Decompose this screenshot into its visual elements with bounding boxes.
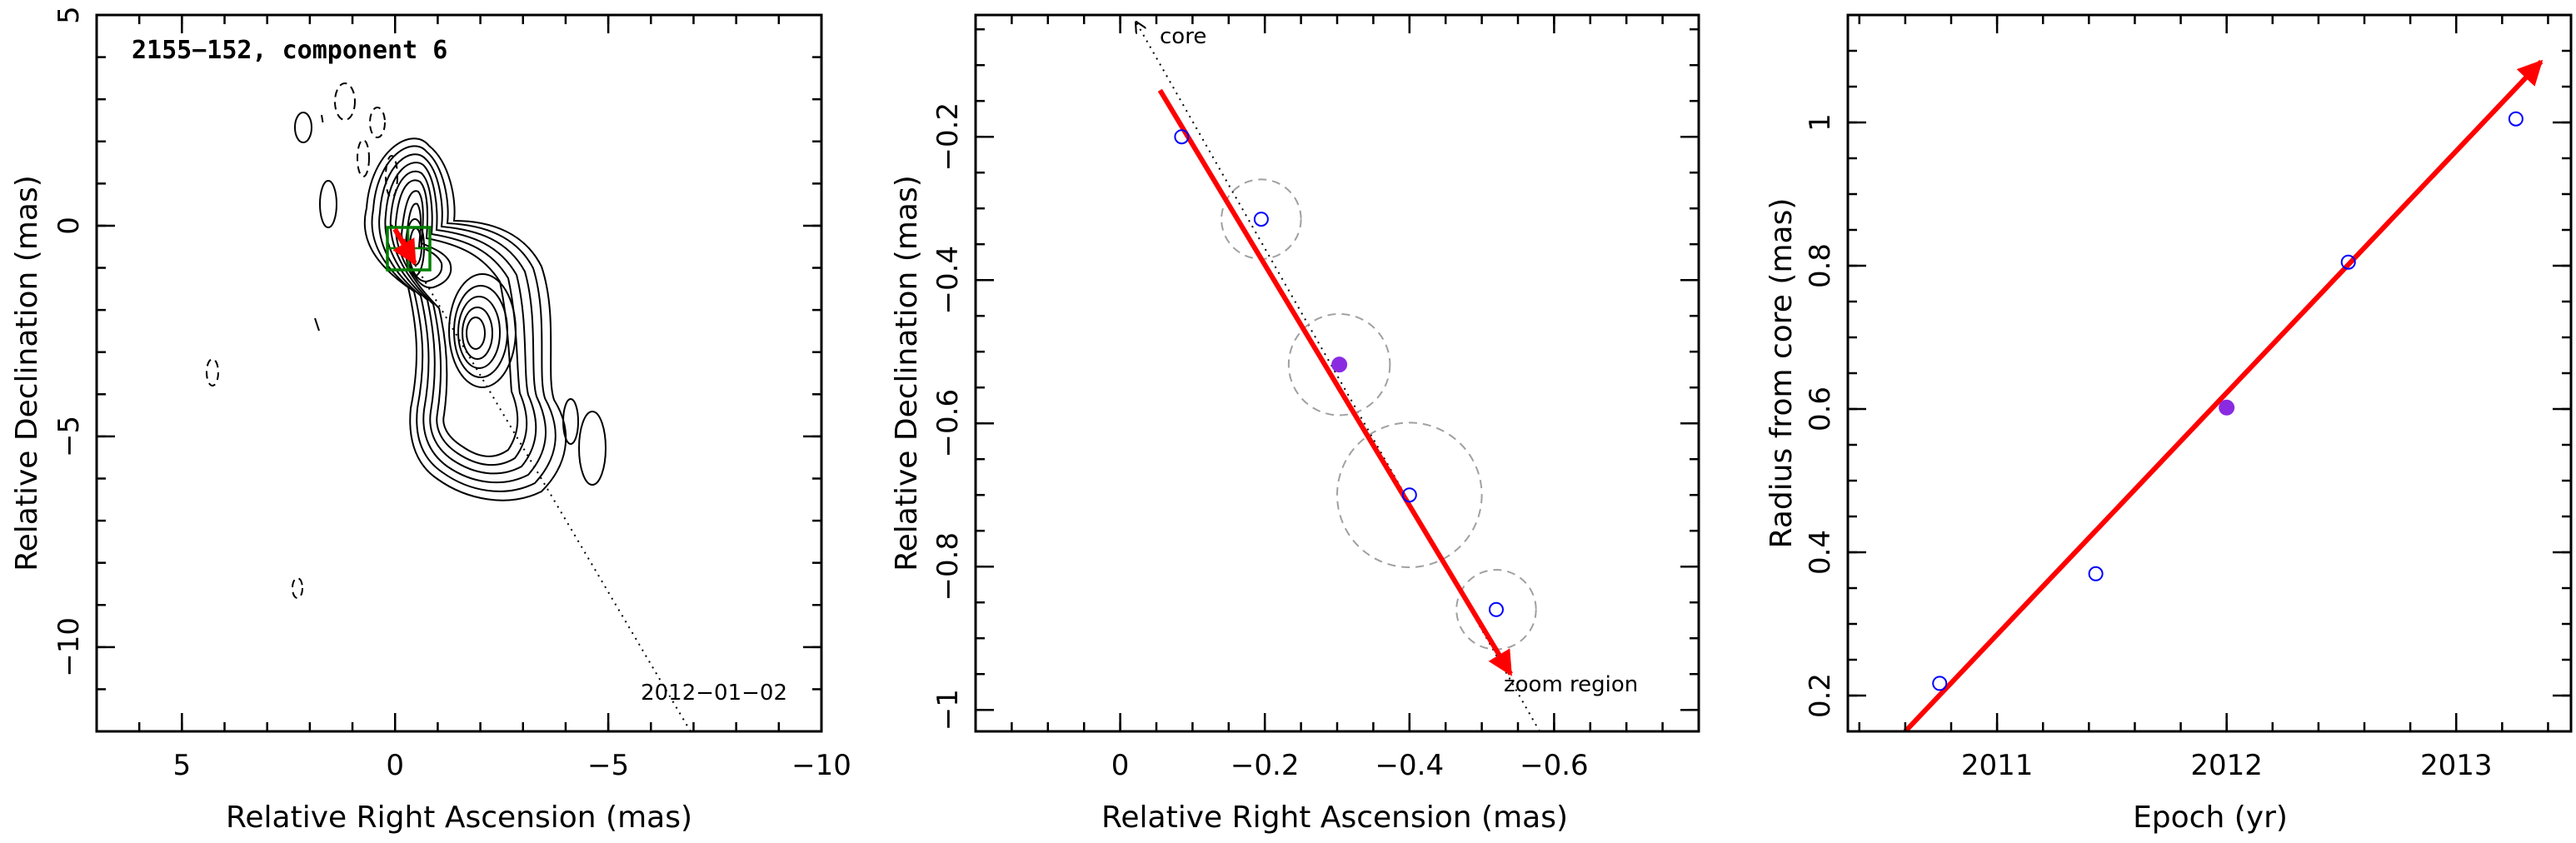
y-tick-label: −1	[931, 689, 965, 731]
y-tick-label: −0.4	[931, 246, 965, 315]
x-tick-label: −10	[791, 749, 851, 782]
error-circle	[1287, 312, 1391, 417]
error-circle	[1455, 569, 1537, 651]
x-tick-label: 5	[173, 749, 192, 782]
data-point	[1253, 212, 1269, 227]
data-point	[2508, 111, 2524, 127]
data-point	[1488, 601, 1504, 617]
fit-line	[1903, 59, 2544, 731]
core-direction-line	[1136, 22, 1540, 731]
data-point	[2088, 566, 2104, 581]
panel-middle: 0 −0.2 −0.4 −0.6 −0.2 −0.4 −0.6 −0.8 −1 core zoo…	[890, 13, 1700, 835]
error-circle	[1336, 422, 1483, 569]
x-tick-label: 0	[386, 749, 404, 782]
core-annotation: core	[1160, 24, 1206, 49]
observation-date: 2012−01−02	[641, 681, 787, 706]
y-tick-label: −5	[52, 416, 86, 457]
y-tick-label: 0.8	[1804, 243, 1837, 288]
panel-left: 5 0 −5 −10 5 0 −5 −10 2155−152, component 6 201…	[10, 6, 851, 835]
data-point	[1174, 129, 1190, 145]
error-circle	[1221, 178, 1302, 260]
y-axis-label: Radius from core (mas)	[1765, 198, 1799, 549]
data-point	[1932, 676, 1948, 691]
motion-vector	[1157, 88, 1513, 676]
y-tick-label: −0.6	[931, 389, 965, 458]
panel-title: 2155−152, component 6	[132, 36, 447, 65]
x-tick-label: 2011	[1961, 749, 2034, 782]
y-tick-label: 0	[52, 217, 86, 235]
y-tick-label: 5	[52, 6, 86, 24]
y-tick-label: 0.6	[1804, 387, 1837, 431]
x-axis-label: Relative Right Ascension (mas)	[226, 801, 692, 835]
y-tick-label: 1	[1804, 113, 1837, 132]
data-point	[1401, 487, 1417, 503]
contour-map	[206, 82, 607, 599]
x-axis-label: Epoch (yr)	[2133, 801, 2288, 835]
x-tick-label: 2012	[2190, 749, 2263, 782]
panel-right: 2011 2012 2013 0.2 0.4 0.6 0.8 1 Epoch (yr) Rad…	[1765, 13, 2573, 835]
y-tick-label: −0.2	[931, 102, 965, 172]
x-tick-label: −5	[587, 749, 629, 782]
data-point-reference	[2219, 399, 2235, 416]
x-tick-label: −0.4	[1375, 749, 1445, 782]
zoom-region-annotation: zoom region	[1504, 672, 1638, 697]
y-axis-label: Relative Declination (mas)	[10, 175, 44, 571]
data-point	[2340, 254, 2356, 270]
x-axis-label: Relative Right Ascension (mas)	[1101, 801, 1568, 835]
data-point-reference	[1331, 357, 1348, 373]
x-tick-label: 0	[1111, 749, 1130, 782]
y-tick-label: −0.8	[931, 532, 965, 601]
y-tick-label: −10	[52, 617, 86, 677]
y-axis-label: Relative Declination (mas)	[890, 175, 924, 571]
x-tick-label: −0.2	[1231, 749, 1300, 782]
x-tick-label: −0.6	[1520, 749, 1589, 782]
x-tick-label: 2013	[2420, 749, 2493, 782]
y-tick-label: 0.4	[1804, 530, 1837, 575]
y-tick-label: 0.2	[1804, 673, 1837, 718]
